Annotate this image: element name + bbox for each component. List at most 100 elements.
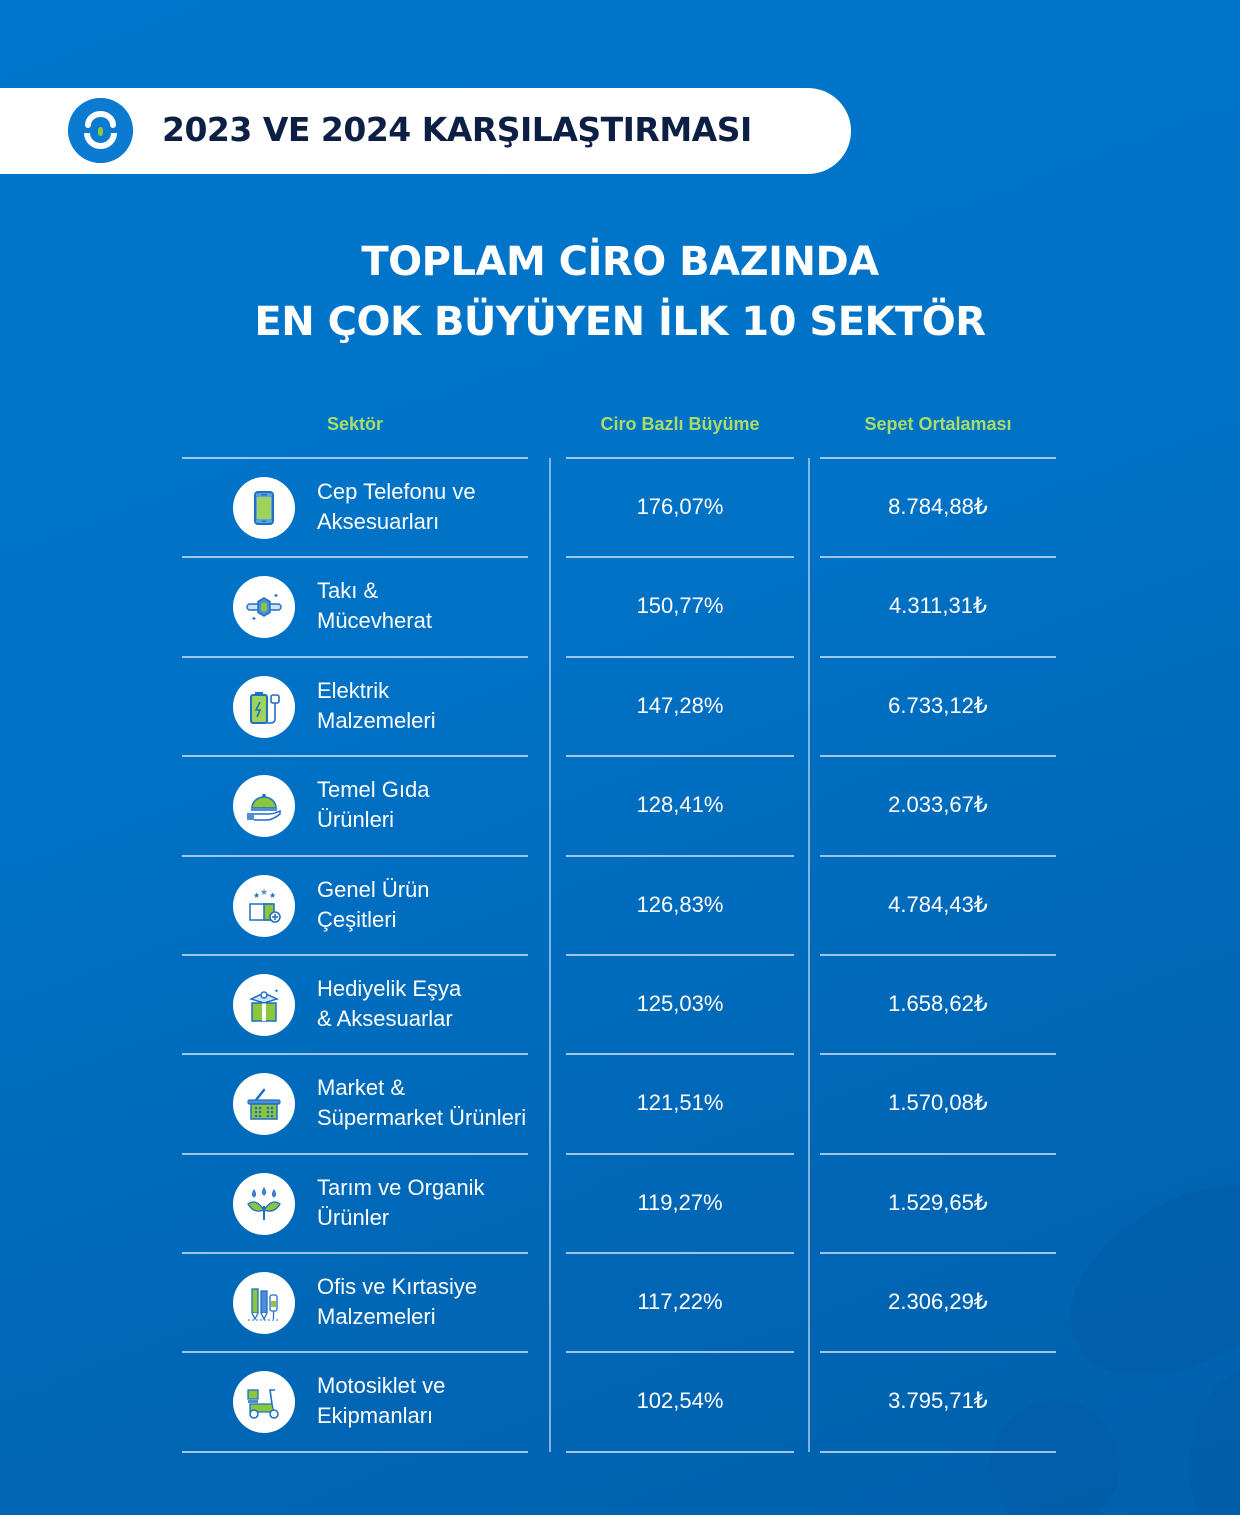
- basket-average-value: 1.570,08₺: [888, 1090, 988, 1115]
- row-divider: [182, 656, 528, 658]
- sector-name-line-1: Cep Telefonu ve: [317, 479, 476, 504]
- column-header-sector: Sektör: [326, 414, 384, 434]
- page-title: TOPLAM CİRO BAZINDA EN ÇOK BÜYÜYEN İLK 1…: [0, 232, 1240, 352]
- sector-name-line-1: Tarım ve Organik: [317, 1175, 485, 1200]
- battery-plug-icon: [233, 676, 295, 738]
- sector-name: Takı & Mücevherat: [317, 576, 432, 636]
- food-cloche-icon: [233, 775, 295, 837]
- header-title: 2023 VE 2024 KARŞILAŞTIRMASI: [162, 110, 752, 149]
- sector-name-line-2: Aksesuarları: [317, 509, 440, 534]
- row-divider: [566, 656, 794, 658]
- svg-text:✦: ✦: [273, 592, 279, 600]
- column-header-basket: Sepet Ortalaması: [864, 414, 1012, 434]
- sector-name-line-2: & Aksesuarlar: [317, 1006, 453, 1031]
- plant-water-icon: [233, 1173, 295, 1235]
- sector-name-line-1: Genel Ürün: [317, 877, 430, 902]
- sector-name-line-2: Süpermarket Ürünleri: [317, 1105, 527, 1130]
- sector-name-line-1: Takı &: [317, 578, 379, 603]
- sector-name: Market & Süpermarket Ürünleri: [317, 1073, 526, 1133]
- sector-name-line-2: Malzemeleri: [317, 708, 436, 733]
- column-divider: [808, 458, 810, 1452]
- shopping-basket-icon: [233, 1073, 295, 1135]
- page-title-line-1: TOPLAM CİRO BAZINDA: [361, 239, 879, 285]
- growth-value: 117,22%: [637, 1289, 723, 1314]
- sector-name: Temel Gıda Ürünleri: [317, 775, 430, 835]
- basket-average-value: 8.784,88₺: [888, 494, 988, 519]
- sector-name-line-2: Ürünleri: [317, 807, 395, 832]
- sector-name-line-1: Market &: [317, 1075, 406, 1100]
- sector-name-line-2: Mücevherat: [317, 608, 432, 633]
- growth-value: 126,83%: [636, 892, 724, 917]
- open-box-icon: ★ ★ ★: [233, 875, 295, 937]
- row-divider: [566, 1252, 794, 1254]
- growth-value: 128,41%: [636, 792, 724, 817]
- svg-text:✦: ✦: [274, 988, 279, 995]
- column-divider: [549, 458, 551, 1452]
- sector-name-line-1: Elektrik: [317, 678, 390, 703]
- row-divider: [182, 855, 528, 857]
- row-divider: [566, 1451, 794, 1453]
- sector-name: Cep Telefonu ve Aksesuarları: [317, 477, 476, 537]
- column-header-growth: Ciro Bazlı Büyüme: [600, 414, 760, 434]
- growth-value: 102,54%: [636, 1388, 724, 1413]
- row-divider: [566, 755, 794, 757]
- page-title-line-2: EN ÇOK BÜYÜYEN İLK 10 SEKTÖR: [254, 299, 986, 345]
- row-divider: [182, 1053, 528, 1055]
- sector-name-line-1: Temel Gıda: [317, 777, 430, 802]
- jewelry-icon: ✦ ✦: [233, 576, 295, 638]
- gift-box-icon: ✦: [233, 974, 295, 1036]
- basket-average-value: 4.784,43₺: [888, 892, 988, 917]
- row-divider: [820, 1053, 1056, 1055]
- row-divider: [182, 556, 528, 558]
- row-divider: [566, 556, 794, 558]
- row-divider: [182, 457, 528, 459]
- background-shape: [1037, 1145, 1240, 1415]
- svg-text:★: ★: [253, 891, 260, 900]
- row-divider: [820, 855, 1056, 857]
- sector-name-line-2: Ekipmanları: [317, 1403, 434, 1428]
- row-divider: [566, 1351, 794, 1353]
- header-banner: 2023 VE 2024 KARŞILAŞTIRMASI: [0, 88, 851, 174]
- row-divider: [182, 755, 528, 757]
- pens-icon: [233, 1272, 295, 1334]
- row-divider: [566, 954, 794, 956]
- basket-average-value: 2.306,29₺: [888, 1289, 988, 1314]
- growth-value: 150,77%: [636, 593, 724, 618]
- row-divider: [820, 1351, 1056, 1353]
- growth-value: 125,03%: [636, 991, 724, 1016]
- row-divider: [182, 1153, 528, 1155]
- row-divider: [820, 1252, 1056, 1254]
- row-divider: [820, 954, 1056, 956]
- row-divider: [820, 556, 1056, 558]
- sector-name: Hediyelik Eşya & Aksesuarlar: [317, 974, 461, 1034]
- brand-logo-icon: [68, 98, 133, 163]
- sector-name-line-1: Hediyelik Eşya: [317, 976, 462, 1001]
- row-divider: [566, 855, 794, 857]
- sector-name: Ofis ve Kırtasiye Malzemeleri: [317, 1272, 477, 1332]
- sector-name-line-2: Ürünler: [317, 1205, 390, 1230]
- growth-value: 147,28%: [636, 693, 724, 718]
- sector-name-line-2: Malzemeleri: [317, 1304, 436, 1329]
- sector-name: Elektrik Malzemeleri: [317, 676, 436, 736]
- svg-text:★: ★: [269, 891, 276, 900]
- svg-text:✦: ✦: [251, 615, 257, 623]
- row-divider: [820, 1451, 1056, 1453]
- scooter-icon: [233, 1371, 295, 1433]
- basket-average-value: 1.658,62₺: [888, 991, 988, 1016]
- sector-name: Tarım ve Organik Ürünler: [317, 1173, 485, 1233]
- row-divider: [182, 1351, 528, 1353]
- basket-average-value: 6.733,12₺: [888, 693, 988, 718]
- row-divider: [566, 1153, 794, 1155]
- sector-name: Motosiklet ve Ekipmanları: [317, 1371, 445, 1431]
- row-divider: [182, 1451, 528, 1453]
- background-shape: [990, 1400, 1120, 1515]
- row-divider: [820, 457, 1056, 459]
- row-divider: [566, 1053, 794, 1055]
- row-divider: [820, 1153, 1056, 1155]
- row-divider: [182, 1252, 528, 1254]
- basket-average-value: 2.033,67₺: [888, 792, 988, 817]
- sector-name-line-1: Ofis ve Kırtasiye: [317, 1274, 478, 1299]
- row-divider: [182, 954, 528, 956]
- growth-value: 121,51%: [636, 1090, 724, 1115]
- mobile-phone-icon: [233, 477, 295, 539]
